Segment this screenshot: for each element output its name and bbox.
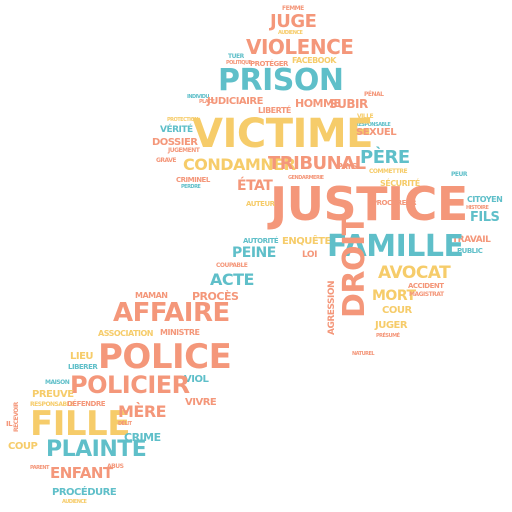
word: MAGISTRAT — [409, 291, 444, 298]
word: DROIT — [337, 215, 372, 318]
word: SUBIR — [329, 97, 368, 111]
word: COUR — [382, 305, 412, 316]
word: PAYS — [337, 162, 358, 171]
word: JUGEMENT — [168, 147, 200, 154]
word: COUP — [8, 441, 38, 452]
word: VIOLENCE — [246, 35, 354, 59]
word: FILS — [470, 210, 500, 225]
word: PRÉSUMÉ — [376, 333, 400, 339]
word: POLITIQUE — [226, 60, 252, 66]
word: LOI — [302, 250, 317, 260]
word: ENQUÊTE — [282, 236, 331, 247]
word: ABUS — [107, 463, 124, 470]
word: VILLE — [357, 113, 374, 120]
word: DÉFENDRE — [67, 400, 106, 408]
word: JUGER — [375, 320, 408, 331]
word: CITOYEN — [467, 195, 503, 204]
word: INDIVIDU — [187, 94, 210, 100]
word: MINISTRE — [160, 328, 200, 337]
word: VÉRITÉ — [160, 125, 193, 135]
word: CRIME — [124, 431, 161, 444]
word: COMMETTRE — [369, 168, 408, 175]
word: MAISON — [45, 379, 70, 386]
word: PROTECTION — [167, 117, 198, 123]
word: ASSOCIATION — [98, 329, 154, 338]
word: ACCIDENT — [408, 282, 444, 290]
word: LIBERTÉ — [258, 106, 291, 115]
word: ACTE — [210, 270, 254, 289]
word: RESPONSABLE — [355, 122, 391, 128]
word: RESPONSABLE — [30, 401, 74, 408]
word: TUER — [228, 53, 244, 60]
word: COUPABLE — [216, 262, 248, 269]
word: TRIBUNAL — [268, 153, 366, 174]
word: JUDICIAIRE — [207, 96, 263, 107]
word: FILLE — [30, 404, 130, 444]
word: AUTORITÉ — [243, 237, 279, 245]
word: AUTEUR — [246, 200, 275, 208]
word: ENFANT — [50, 464, 113, 482]
word: JUSTICE — [270, 177, 468, 231]
word: PROCÉDURE — [52, 487, 117, 498]
word: JUGE — [270, 11, 317, 32]
word: POLICIER — [70, 371, 190, 399]
word: VIVRE — [185, 397, 217, 408]
word: PROTÉGER — [250, 60, 288, 68]
word: HOMME — [295, 97, 341, 110]
word: DOSSIER — [152, 137, 198, 148]
word: CRIMINEL — [176, 176, 210, 184]
word: NATUREL — [352, 351, 375, 357]
word: IL — [6, 420, 13, 428]
word: AUDIENCE — [278, 30, 303, 36]
word: AVOCAT — [378, 263, 451, 283]
word: PEUR — [451, 171, 468, 178]
word: DÉLIT — [118, 421, 132, 427]
word: POLICE — [98, 337, 232, 377]
word: PERDRE — [181, 184, 201, 190]
word: SEXUEL — [356, 127, 397, 138]
word: VICTIME — [192, 111, 374, 157]
word: CONDAMNER — [183, 155, 296, 174]
word: PARENT — [30, 465, 49, 471]
word: GENDARMERIE — [288, 175, 324, 181]
word: PROCUREUR — [372, 199, 417, 207]
word: PÈRE — [360, 147, 410, 168]
word: TRAVAIL — [452, 235, 491, 245]
word: FEMME — [282, 5, 304, 12]
word: PUBLIC — [457, 247, 483, 255]
word: PLAINTE — [46, 437, 147, 462]
word: ÉTAT — [237, 178, 273, 194]
word: FAMILLE — [327, 229, 464, 264]
word: PÉNAL — [364, 91, 384, 98]
word: FACEBOOK — [292, 56, 336, 65]
word: MÈRE — [118, 402, 167, 421]
word: LIBERER — [68, 363, 98, 371]
word: HISTOIRE — [466, 205, 489, 211]
word: AGRESSION — [327, 280, 337, 335]
word: PLACE — [199, 99, 215, 105]
word: VIOL — [184, 374, 209, 385]
word: AUDIENCE — [62, 499, 87, 505]
word: MAMAN — [135, 291, 168, 300]
word: PRISON — [218, 63, 344, 98]
word: PEINE — [232, 245, 276, 261]
word: MORT — [372, 288, 416, 304]
word: RECEVOIR — [13, 402, 20, 432]
word: AFFAIRE — [113, 298, 230, 328]
word: PREUVE — [32, 389, 74, 400]
word: GRAVE — [156, 157, 177, 164]
word: LIEU — [70, 351, 94, 362]
word: PROCÈS — [192, 290, 239, 303]
word: SÉCURITÉ — [380, 179, 420, 188]
